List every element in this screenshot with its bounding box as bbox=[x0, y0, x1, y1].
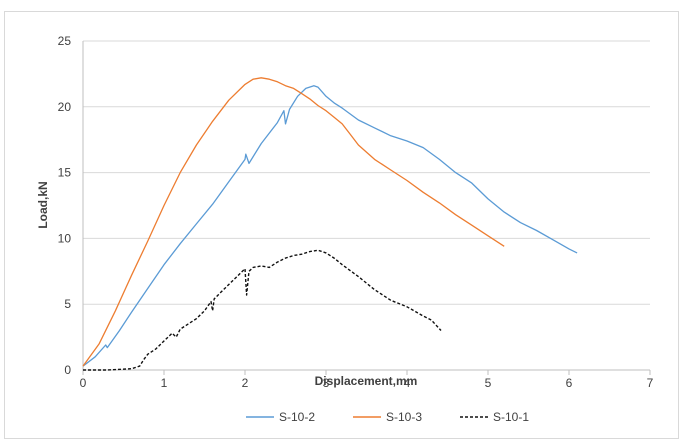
y-tick-label: 5 bbox=[64, 297, 71, 311]
y-tick-label: 10 bbox=[58, 231, 72, 245]
y-tick-label: 25 bbox=[58, 34, 72, 48]
x-tick-label: 1 bbox=[161, 376, 168, 390]
legend: S-10-2 S-10-3 S-10-1 bbox=[246, 410, 529, 424]
y-tick-label: 20 bbox=[58, 100, 72, 114]
y-axis-label: Load,kN bbox=[36, 181, 50, 228]
x-tick-label: 5 bbox=[485, 376, 492, 390]
y-tick-label: 0 bbox=[64, 363, 71, 377]
series-lines bbox=[82, 77, 578, 371]
y-tick-label: 15 bbox=[58, 166, 72, 180]
x-tick-label: 4 bbox=[404, 376, 411, 390]
y-tick-labels: 0 5 10 15 20 25 bbox=[58, 34, 72, 377]
x-axis-label: Displacement,mm bbox=[315, 374, 418, 388]
chart-frame bbox=[4, 11, 679, 439]
series-line-s-10-2 bbox=[82, 85, 578, 367]
x-tick-label: 7 bbox=[647, 376, 654, 390]
series-line-s-10-3 bbox=[82, 77, 505, 367]
x-tick-labels: 0 1 2 3 4 5 6 7 bbox=[80, 376, 654, 390]
legend-label: S-10-2 bbox=[279, 410, 315, 424]
axes bbox=[82, 41, 651, 375]
x-tick-label: 2 bbox=[242, 376, 249, 390]
x-tick-label: 3 bbox=[323, 376, 330, 390]
x-tick-label: 6 bbox=[566, 376, 573, 390]
series-line-s-10-1 bbox=[83, 249, 442, 371]
legend-label: S-10-1 bbox=[493, 410, 529, 424]
x-tick-label: 0 bbox=[80, 376, 87, 390]
gridlines bbox=[83, 40, 650, 305]
legend-label: S-10-3 bbox=[386, 410, 422, 424]
